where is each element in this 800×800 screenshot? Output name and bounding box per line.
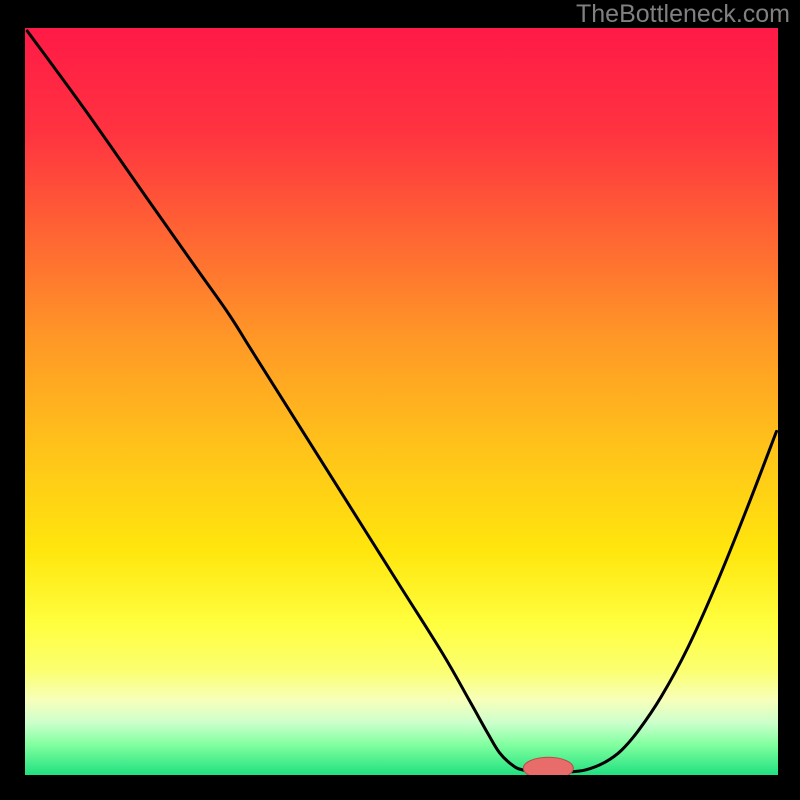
bottleneck-chart <box>0 0 800 800</box>
optimal-marker <box>523 757 573 779</box>
watermark-text: TheBottleneck.com <box>576 0 790 29</box>
gradient-background <box>25 28 778 775</box>
